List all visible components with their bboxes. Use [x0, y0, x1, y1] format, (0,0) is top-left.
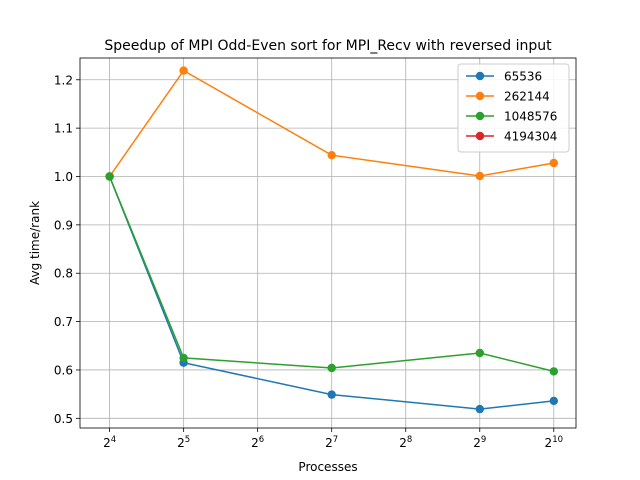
y-tick-label: 0.5 — [54, 412, 73, 426]
data-point — [475, 171, 484, 181]
legend-item: 4194304 — [466, 130, 557, 144]
legend-marker — [475, 111, 485, 121]
data-point — [475, 348, 484, 358]
data-point — [327, 390, 336, 399]
series-1048576 — [105, 172, 558, 376]
y-axis-ticks: 0.5 0.6 0.7 0.8 0.9 1.0 1.1 1.2 — [54, 73, 80, 426]
data-point — [179, 66, 188, 75]
y-tick-label: 1.2 — [54, 73, 73, 87]
y-tick-label: 0.6 — [54, 363, 73, 377]
x-tick-label: 24 — [103, 435, 116, 450]
plot-frame — [79, 57, 577, 429]
series-layer — [105, 66, 558, 414]
x-tick-label: 210 — [545, 435, 563, 450]
y-tick-label: 1.1 — [54, 122, 73, 136]
data-point — [105, 172, 114, 181]
data-point — [179, 353, 188, 363]
legend-marker — [475, 71, 485, 81]
x-tick-label: 29 — [473, 435, 486, 450]
y-tick-label: 0.9 — [54, 218, 73, 232]
legend-item: 262144 — [466, 90, 550, 104]
data-point — [549, 396, 558, 406]
x-tick-label: 27 — [325, 435, 338, 450]
x-axis-label: Processes — [298, 460, 357, 474]
x-tick-label: 28 — [399, 435, 412, 450]
legend-marker — [475, 91, 485, 101]
legend-label: 65536 — [504, 70, 542, 84]
legend-label: 262144 — [504, 90, 550, 104]
data-point — [549, 367, 558, 376]
chart-title: Speedup of MPI Odd-Even sort for MPI_Rec… — [104, 38, 552, 54]
legend: 65536 262144 1048576 4194304 — [457, 63, 570, 153]
data-point — [327, 363, 336, 373]
data-point — [475, 404, 484, 414]
legend-label: 4194304 — [504, 130, 557, 144]
y-tick-label: 0.7 — [54, 315, 73, 329]
legend-label: 1048576 — [504, 110, 557, 124]
y-axis-label: Avg time/rank — [28, 201, 42, 285]
x-tick-label: 26 — [251, 435, 264, 450]
data-point — [549, 158, 558, 168]
y-tick-label: 0.8 — [54, 267, 73, 281]
legend-marker — [475, 131, 485, 141]
y-tick-label: 1.0 — [54, 170, 73, 184]
x-tick-label: 25 — [177, 435, 190, 450]
x-axis-ticks: 24 25 26 27 28 29 210 — [103, 428, 563, 450]
data-point — [327, 151, 336, 160]
legend-frame — [457, 63, 570, 153]
legend-item: 1048576 — [466, 110, 557, 124]
legend-item: 65536 — [466, 70, 542, 84]
